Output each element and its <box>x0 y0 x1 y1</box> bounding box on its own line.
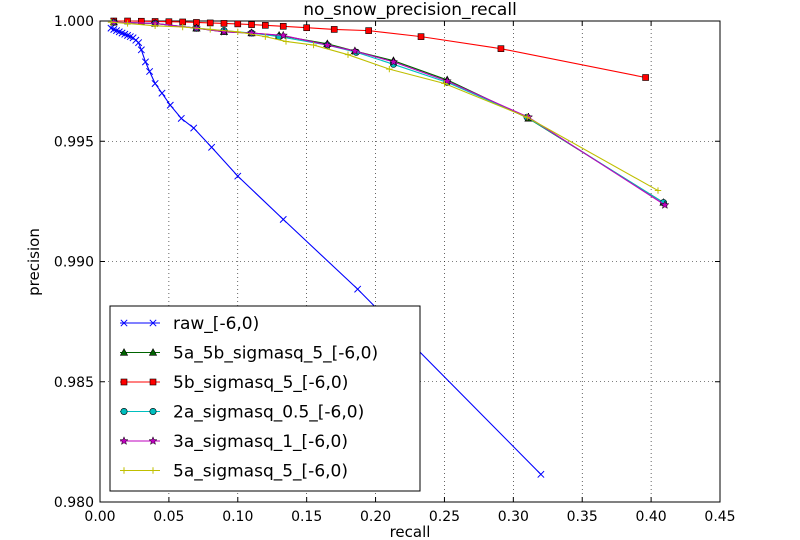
y-tick-label: 0.990 <box>54 255 94 271</box>
y-tick-label: 0.985 <box>54 375 94 391</box>
legend-marker <box>120 319 128 327</box>
data-point <box>234 28 241 36</box>
data-point <box>344 51 352 58</box>
data-point <box>246 28 257 37</box>
data-point <box>642 74 649 81</box>
data-point <box>442 76 452 86</box>
legend-marker <box>119 348 129 356</box>
x-tick-label: 0.25 <box>429 509 460 525</box>
legend-box <box>109 305 421 492</box>
axis-ticks: 0.00 0.05 0.10 0.15 0.20 0.25 0.30 0.35 0.40 0.45… <box>54 14 736 525</box>
data-point <box>322 40 332 50</box>
data-point <box>146 67 154 76</box>
legend-label: 3a_sigmasq_1_[-6,0) <box>173 432 348 452</box>
legend-marker <box>149 467 157 474</box>
data-point <box>262 33 269 40</box>
data-point <box>165 18 173 26</box>
x-tick-label: 0.20 <box>360 509 391 525</box>
legend-label: 5a_5b_sigmasq_5_[-6,0) <box>173 344 378 364</box>
data-point <box>248 21 255 28</box>
data-point <box>537 470 545 478</box>
data-point <box>208 143 216 151</box>
data-point <box>137 46 145 54</box>
legend-marker <box>149 407 157 415</box>
chart-title: no_snow_precision_recall <box>303 0 517 20</box>
data-point <box>310 41 317 49</box>
data-point <box>124 20 131 27</box>
legend-label: 5a_sigmasq_5_[-6,0) <box>173 462 348 482</box>
x-tick-label: 0.10 <box>222 509 253 525</box>
x-tick-label: 0.30 <box>498 509 529 525</box>
data-point <box>279 215 287 223</box>
x-tick-label: 0.05 <box>153 509 184 525</box>
x-tick-label: 0.40 <box>636 509 667 525</box>
legend-label: 5b_sigmasq_5_[-6,0) <box>173 373 348 393</box>
y-tick-label: 1.000 <box>54 14 94 30</box>
legend-marker <box>149 319 157 327</box>
y-tick-label: 0.995 <box>54 134 94 150</box>
legend-label: raw_[-6,0) <box>173 314 259 334</box>
series-layer <box>107 17 670 478</box>
legend-marker <box>120 378 128 386</box>
data-point <box>354 285 362 293</box>
data-point <box>207 26 214 33</box>
legend: raw_[-6,0) 5a_5b_sigmasq_5_[-6,0) 5b_sigma… <box>109 305 421 492</box>
data-point <box>278 30 288 40</box>
data-point <box>107 19 115 26</box>
data-point <box>388 56 399 66</box>
data-point <box>177 114 185 122</box>
series-line <box>110 21 659 192</box>
data-point <box>151 22 159 30</box>
data-point <box>135 39 143 47</box>
data-point <box>179 23 186 31</box>
legend-marker <box>120 407 128 415</box>
series-0 <box>107 24 545 478</box>
data-point <box>151 79 159 88</box>
data-point <box>141 58 150 66</box>
x-axis-label: recall <box>390 523 431 540</box>
data-point <box>234 20 242 28</box>
series-5 <box>107 19 662 194</box>
data-point <box>497 45 505 52</box>
data-point <box>279 22 287 30</box>
data-point <box>206 19 214 27</box>
x-tick-label: 0.45 <box>704 509 735 525</box>
data-point <box>234 172 242 180</box>
x-tick-label: 0.15 <box>291 509 322 525</box>
data-point <box>330 26 338 33</box>
x-tick-label: 0.35 <box>567 509 598 525</box>
data-point <box>158 89 166 97</box>
data-point <box>282 38 290 45</box>
legend-marker <box>119 436 129 445</box>
legend-marker <box>148 436 158 445</box>
data-point <box>386 65 393 73</box>
data-point <box>654 187 662 194</box>
y-axis-label: precision <box>25 228 43 296</box>
data-point <box>190 124 198 132</box>
x-tick-label: 0.00 <box>84 509 115 525</box>
data-point <box>441 80 448 87</box>
legend-marker <box>120 467 128 474</box>
legend-marker <box>149 378 157 386</box>
data-point <box>365 27 372 34</box>
y-tick-label: 0.980 <box>54 495 94 511</box>
data-point <box>220 20 228 27</box>
data-point <box>350 46 360 56</box>
legend-label: 2a_sigmasq_0.5_[-6,0) <box>173 403 364 423</box>
data-point <box>417 33 425 40</box>
data-point <box>166 101 174 109</box>
data-point <box>660 200 670 209</box>
data-point <box>523 114 531 121</box>
legend-marker <box>148 348 158 356</box>
data-point <box>303 24 310 32</box>
data-point <box>262 22 269 29</box>
